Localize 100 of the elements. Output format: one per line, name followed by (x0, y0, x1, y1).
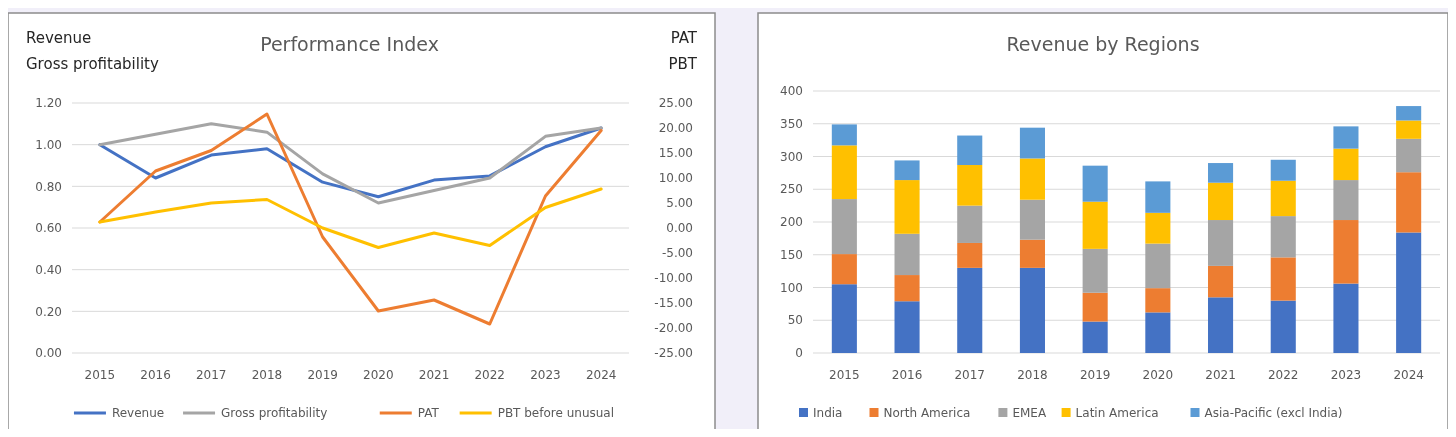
bar (1270, 216, 1296, 258)
bar (1396, 138, 1422, 173)
y-tick-label: 100 (780, 280, 803, 295)
y-tick-label: 350 (780, 116, 803, 131)
x-tick-label: 2017 (954, 368, 986, 382)
y-tick-label: 0.80 (35, 179, 62, 194)
bar (957, 242, 983, 268)
legend-label: India (813, 406, 843, 421)
bar (1145, 243, 1171, 289)
bar (894, 275, 920, 302)
y-tick-label: 300 (780, 149, 803, 164)
bar (1333, 126, 1359, 149)
bar (1019, 239, 1045, 268)
bar (1396, 120, 1422, 139)
bar (1208, 297, 1234, 353)
bar (1145, 212, 1171, 244)
bar (957, 267, 983, 353)
bar (1396, 172, 1422, 233)
bar (1082, 321, 1108, 353)
legend-label: Asia-Pacific (excl India) (1204, 406, 1343, 421)
legend-label: North America (883, 406, 971, 421)
y-tick-label: 400 (780, 84, 803, 99)
bar (1396, 232, 1422, 353)
bar (831, 284, 857, 353)
bar (894, 180, 920, 234)
bar (957, 205, 983, 243)
bar (1270, 257, 1296, 301)
bar (1333, 220, 1359, 284)
bar (1082, 248, 1108, 293)
y-axis-title: Revenue Gross profitability (26, 29, 159, 73)
bar (831, 254, 857, 285)
x-tick-label: 2015 (829, 368, 860, 382)
x-tick-label: 2018 (1017, 368, 1048, 382)
y2-tick-label: 5.00 (666, 196, 693, 211)
legend-label: Revenue (111, 406, 165, 421)
y2-tick-label: -10.00 (654, 271, 693, 286)
y2-tick-label: 15.00 (658, 146, 693, 161)
bar (1208, 220, 1234, 266)
bar (831, 199, 857, 255)
y-tick-label: 1.00 (35, 137, 62, 152)
x-tick-label: 2021 (418, 368, 450, 382)
x-tick-label: 2022 (474, 368, 506, 382)
legend-label: Gross profitability (221, 406, 328, 421)
bar (831, 145, 857, 200)
bar (894, 160, 920, 181)
bar (1082, 292, 1108, 322)
bar (1082, 201, 1108, 249)
bar (1082, 165, 1108, 202)
y-tick-label: 0.40 (35, 262, 62, 277)
x-tick-label: 2021 (1205, 368, 1236, 382)
bar (1019, 158, 1045, 200)
y-tick-label: 200 (780, 215, 803, 230)
chart-title: Revenue by Regions (1006, 33, 1200, 55)
bar (1019, 267, 1045, 353)
y2-tick-label: -25.00 (654, 346, 693, 361)
y-tick-label: 1.20 (35, 96, 62, 111)
legend-label: Latin America (1075, 406, 1159, 421)
bar (894, 301, 920, 353)
y2-tick-label: 0.00 (666, 221, 693, 236)
x-tick-label: 2024 (585, 368, 617, 382)
bar (1019, 127, 1045, 159)
bar (1145, 288, 1171, 313)
x-tick-label: 2017 (195, 368, 227, 382)
x-tick-label: 2018 (251, 368, 283, 382)
bar (957, 135, 983, 166)
x-tick-label: 2023 (1330, 368, 1362, 382)
bar (894, 233, 920, 276)
y2-tick-label: -5.00 (661, 246, 693, 261)
x-tick-label: 2020 (363, 368, 394, 382)
bar (957, 165, 983, 206)
bar (1270, 180, 1296, 217)
bar (1270, 159, 1296, 181)
y-tick-label: 150 (780, 247, 803, 262)
x-tick-label: 2023 (530, 368, 561, 382)
bar (1270, 300, 1296, 353)
y-tick-label: 0.00 (35, 346, 62, 361)
x-tick-label: 2019 (307, 368, 338, 382)
legend-label: PBT before unusual (497, 406, 615, 421)
y-tick-label: 250 (780, 182, 803, 197)
y2-tick-label: 25.00 (658, 96, 693, 111)
bar (831, 124, 857, 146)
bar (1145, 181, 1171, 213)
legend-label: EMEA (1012, 406, 1047, 421)
bar (1019, 199, 1045, 240)
bar (1208, 163, 1234, 183)
bar (1333, 180, 1359, 221)
line-series (98, 187, 603, 249)
x-tick-label: 2016 (140, 368, 171, 382)
bar (1333, 283, 1359, 353)
y2-tick-label: -15.00 (654, 296, 693, 311)
y2-axis-title: PAT PBT (668, 29, 698, 73)
y2-tick-label: 20.00 (658, 121, 693, 136)
x-tick-label: 2016 (891, 368, 923, 382)
legend-label: PAT (417, 406, 440, 421)
y2-tick-label: 10.00 (658, 171, 693, 186)
y-tick-label: 0.20 (35, 304, 62, 319)
x-tick-label: 2020 (1142, 368, 1174, 382)
bar (1145, 312, 1171, 353)
x-tick-label: 2022 (1267, 368, 1299, 382)
y2-tick-label: -20.00 (654, 321, 693, 336)
